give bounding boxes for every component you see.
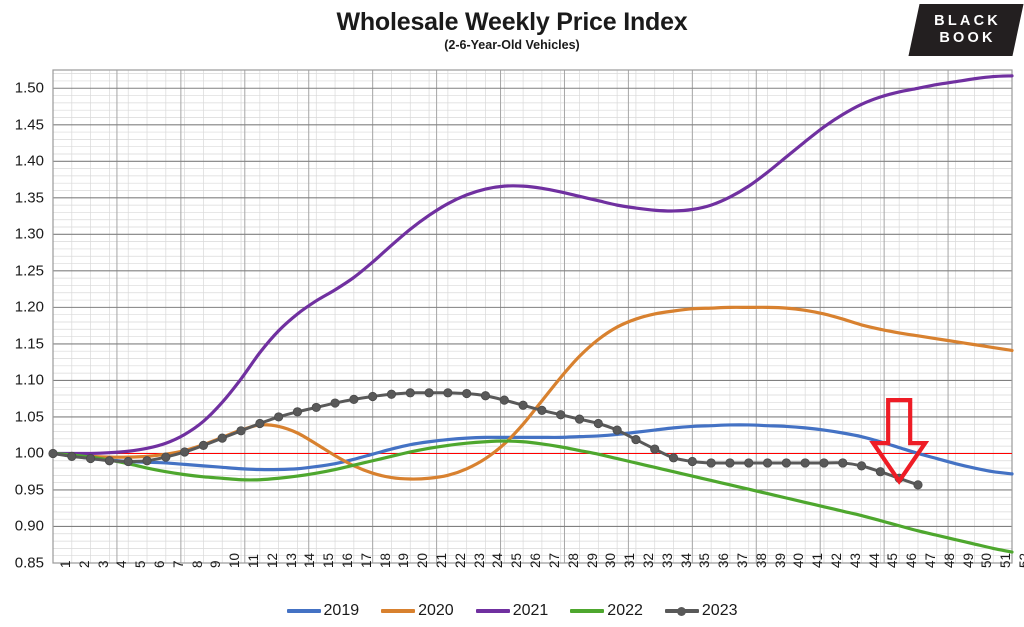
y-axis-tick-label: 1.10 [14,371,44,389]
x-axis-tick-label: 33 [659,552,675,568]
x-axis-tick-label: 24 [490,552,506,568]
x-axis-tick-label: 16 [340,552,356,568]
x-axis-tick-label: 52 [1017,552,1024,568]
x-axis-tick-label: 22 [452,552,468,568]
x-axis-tick-label: 23 [471,552,487,568]
y-axis-tick-label: 0.85 [14,554,44,572]
x-axis-tick-label: 27 [546,552,562,568]
plot-border [52,69,1013,564]
legend-swatch-2021 [475,604,510,618]
x-axis-tick-label: 48 [941,552,957,568]
y-axis-tick-label: 0.95 [14,481,44,499]
x-axis-tick-label: 46 [904,552,920,568]
legend-label-2019: 2019 [323,602,360,619]
series-2022 [51,439,1014,554]
x-axis-tick-label: 11 [246,553,262,568]
y-axis-tick-label: 1.00 [14,444,44,462]
y-axis-tick-label: 1.40 [14,152,44,170]
legend-label-2023: 2023 [701,602,738,619]
x-axis-tick-label: 32 [640,552,656,568]
legend-item-2019[interactable]: 2019 [286,602,360,620]
x-axis-tick-label: 12 [264,552,280,568]
x-axis-tick-label: 35 [697,552,713,568]
page-title: Wholesale Weekly Price Index [336,8,688,36]
x-axis-tick-label: 29 [584,552,600,568]
x-axis-tick-label: 36 [716,552,732,568]
legend-label-2020: 2020 [418,602,454,619]
legend-label-2021: 2021 [512,602,549,619]
legend-swatch-2020 [381,604,416,618]
x-axis-tick-label: 49 [960,552,976,568]
x-axis-tick-label: 42 [828,552,844,568]
x-axis-tick-label: 5 [133,560,149,568]
legend-swatch-2019 [286,604,321,618]
y-axis-tick-label: 1.25 [14,262,44,280]
x-axis-tick-label: 38 [753,552,769,568]
y-axis-tick-label: 1.35 [14,189,44,207]
y-axis-tick-label: 1.15 [14,335,44,353]
y-axis-tick-label: 1.30 [14,225,44,243]
legend-item-2020[interactable]: 2020 [381,602,454,620]
series-2021 [51,74,1014,456]
x-axis-tick-label: 40 [791,552,807,568]
x-axis-tick-label: 7 [170,560,186,568]
x-axis-tick-label: 8 [189,560,205,568]
y-axis-tick-label: 1.45 [14,116,44,134]
y-axis-tick-label: 1.20 [14,298,44,316]
x-axis-tick-label: 4 [114,560,130,568]
x-axis-tick-label: 21 [434,552,450,568]
x-axis-tick-label: 6 [152,560,168,568]
red-down-arrow [869,398,930,485]
chart-subtitle: (2-6-Year-Old Vehicles) [444,38,580,52]
x-axis-tick-label: 26 [528,552,544,568]
series-2023 [48,388,923,490]
x-axis-tick-label: 30 [603,552,619,568]
legend-item-2023[interactable]: 2023 [664,602,738,620]
x-axis-tick-label: 15 [321,552,337,568]
x-axis-tick-label: 28 [565,552,581,568]
legend-swatch-2022 [570,604,605,618]
x-axis-tick-label: 43 [847,552,863,568]
x-axis-tick-label: 13 [283,552,299,568]
x-axis-tick-label: 50 [979,552,995,568]
x-axis-tick-label: 44 [866,552,882,568]
x-axis-tick-label: 1 [58,560,73,568]
y-axis-tick-label: 1.50 [14,79,44,97]
legend-item-2022[interactable]: 2022 [570,602,643,620]
x-axis-tick-label: 37 [734,552,750,568]
x-axis-tick-label: 41 [810,552,826,568]
x-axis-tick-label: 17 [358,552,374,568]
y-axis-labels: 1.50 1.45 1.40 1.35 1.30 1.25 1.20 1.15 1.10 1.05… [0,0,48,627]
x-axis-tick-label: 34 [678,552,694,568]
x-axis-tick-label: 47 [922,552,938,568]
x-axis-tick-label: 14 [302,552,318,568]
gridlines-minor [53,73,1012,557]
y-axis-tick-label: 0.90 [14,517,44,535]
x-axis-tick-label: 51 [998,552,1014,568]
x-axis-tick-label: 2 [76,560,92,568]
y-axis-tick-label: 1.05 [14,408,44,426]
x-axis-tick-label: 3 [95,560,111,568]
x-axis-tick-label: 10 [227,552,243,568]
x-axis-tick-label: 39 [772,552,788,568]
series-2019 [51,423,1014,476]
legend-label-2022: 2022 [607,602,643,619]
x-axis-tick-label: 9 [208,560,224,568]
chart-legend: 2019 2020 2021 2022 2023 [0,602,1024,620]
x-axis-tick-label: 19 [396,552,412,568]
legend-swatch-2023 [664,604,699,618]
plot-background [53,70,1012,563]
x-axis-tick-label: 45 [885,552,901,568]
x-axis-tick-label: 20 [415,552,431,568]
x-axis-tick-label: 25 [509,552,525,568]
x-axis-tick-label: 31 [622,552,638,568]
legend-item-2021[interactable]: 2021 [475,602,549,620]
x-axis-tick-label: 18 [377,552,393,568]
